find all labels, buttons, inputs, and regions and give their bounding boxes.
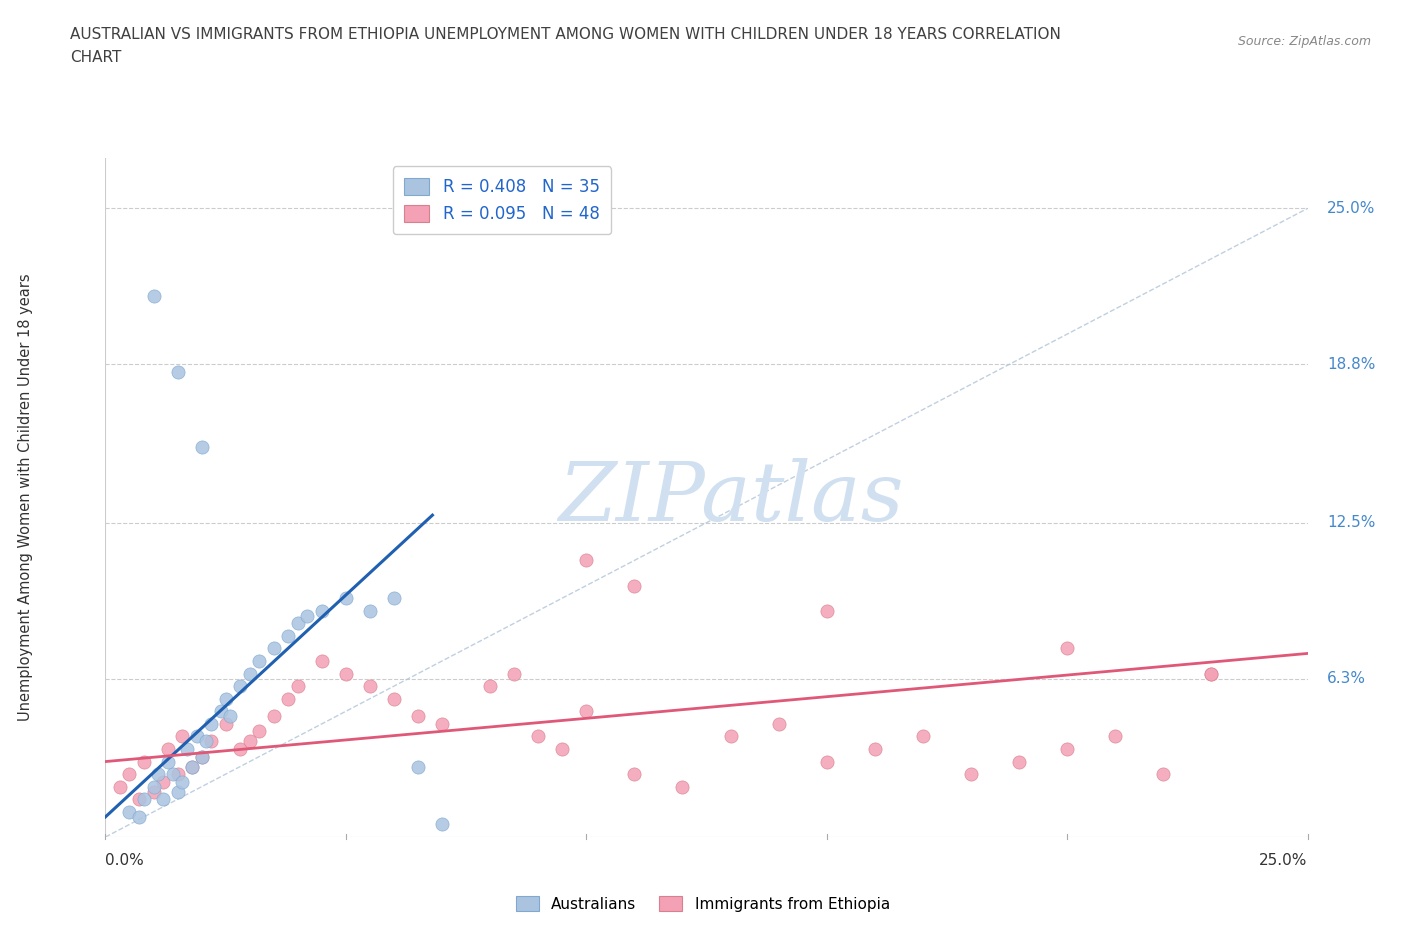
Point: [277, 691, 299, 706]
Point: [118, 804, 141, 819]
Point: [172, 775, 194, 790]
Point: [720, 729, 742, 744]
Point: [166, 784, 188, 799]
Point: [1152, 766, 1174, 781]
Point: [623, 766, 645, 781]
Point: [960, 766, 983, 781]
Point: [768, 716, 790, 731]
Point: [132, 754, 155, 769]
Point: [623, 578, 645, 593]
Point: [815, 754, 838, 769]
Text: 25.0%: 25.0%: [1327, 201, 1375, 216]
Point: [229, 679, 252, 694]
Point: [142, 784, 165, 799]
Point: [142, 289, 165, 304]
Point: [229, 741, 252, 756]
Point: [190, 749, 212, 764]
Point: [1201, 666, 1223, 681]
Point: [148, 766, 170, 781]
Point: [1008, 754, 1031, 769]
Point: [671, 779, 693, 794]
Legend: Australians, Immigrants from Ethiopia: Australians, Immigrants from Ethiopia: [510, 889, 896, 918]
Point: [132, 791, 155, 806]
Text: 6.3%: 6.3%: [1327, 671, 1365, 686]
Point: [247, 724, 270, 738]
Point: [239, 734, 262, 749]
Point: [430, 716, 453, 731]
Point: [287, 679, 309, 694]
Point: [430, 817, 453, 831]
Point: [152, 775, 174, 790]
Point: [181, 759, 204, 774]
Point: [815, 604, 838, 618]
Text: 25.0%: 25.0%: [1260, 853, 1308, 868]
Point: [166, 365, 188, 379]
Point: [287, 616, 309, 631]
Text: 0.0%: 0.0%: [105, 853, 145, 868]
Point: [406, 709, 429, 724]
Point: [263, 641, 285, 656]
Legend: R = 0.408   N = 35, R = 0.095   N = 48: R = 0.408 N = 35, R = 0.095 N = 48: [392, 166, 612, 234]
Point: [186, 729, 208, 744]
Point: [863, 741, 886, 756]
Text: AUSTRALIAN VS IMMIGRANTS FROM ETHIOPIA UNEMPLOYMENT AMONG WOMEN WITH CHILDREN UN: AUSTRALIAN VS IMMIGRANTS FROM ETHIOPIA U…: [70, 27, 1062, 42]
Point: [128, 791, 150, 806]
Point: [911, 729, 934, 744]
Point: [152, 791, 174, 806]
Point: [190, 440, 212, 455]
Point: [128, 809, 150, 824]
Point: [311, 654, 333, 669]
Text: Source: ZipAtlas.com: Source: ZipAtlas.com: [1237, 35, 1371, 48]
Point: [575, 704, 598, 719]
Point: [118, 766, 141, 781]
Point: [297, 608, 319, 623]
Point: [263, 709, 285, 724]
Point: [156, 754, 179, 769]
Point: [219, 709, 242, 724]
Point: [311, 604, 333, 618]
Point: [382, 591, 405, 605]
Point: [479, 679, 502, 694]
Point: [209, 704, 232, 719]
Point: [181, 759, 204, 774]
Point: [1104, 729, 1126, 744]
Point: [142, 779, 165, 794]
Point: [551, 741, 574, 756]
Text: 12.5%: 12.5%: [1327, 515, 1375, 530]
Point: [172, 729, 194, 744]
Point: [1056, 741, 1078, 756]
Point: [190, 749, 212, 764]
Point: [277, 629, 299, 644]
Point: [200, 716, 222, 731]
Text: Unemployment Among Women with Children Under 18 years: Unemployment Among Women with Children U…: [18, 273, 32, 722]
Point: [162, 766, 184, 781]
Text: ZIPatlas: ZIPatlas: [558, 458, 903, 538]
Text: 18.8%: 18.8%: [1327, 357, 1375, 372]
Point: [406, 759, 429, 774]
Point: [503, 666, 526, 681]
Point: [359, 604, 381, 618]
Point: [108, 779, 131, 794]
Text: CHART: CHART: [70, 50, 122, 65]
Point: [335, 591, 357, 605]
Point: [335, 666, 357, 681]
Point: [359, 679, 381, 694]
Point: [214, 716, 236, 731]
Point: [527, 729, 550, 744]
Point: [1056, 641, 1078, 656]
Point: [575, 553, 598, 568]
Point: [1201, 666, 1223, 681]
Point: [200, 734, 222, 749]
Point: [214, 691, 236, 706]
Point: [382, 691, 405, 706]
Point: [247, 654, 270, 669]
Point: [166, 766, 188, 781]
Point: [156, 741, 179, 756]
Point: [239, 666, 262, 681]
Point: [176, 741, 198, 756]
Point: [195, 734, 218, 749]
